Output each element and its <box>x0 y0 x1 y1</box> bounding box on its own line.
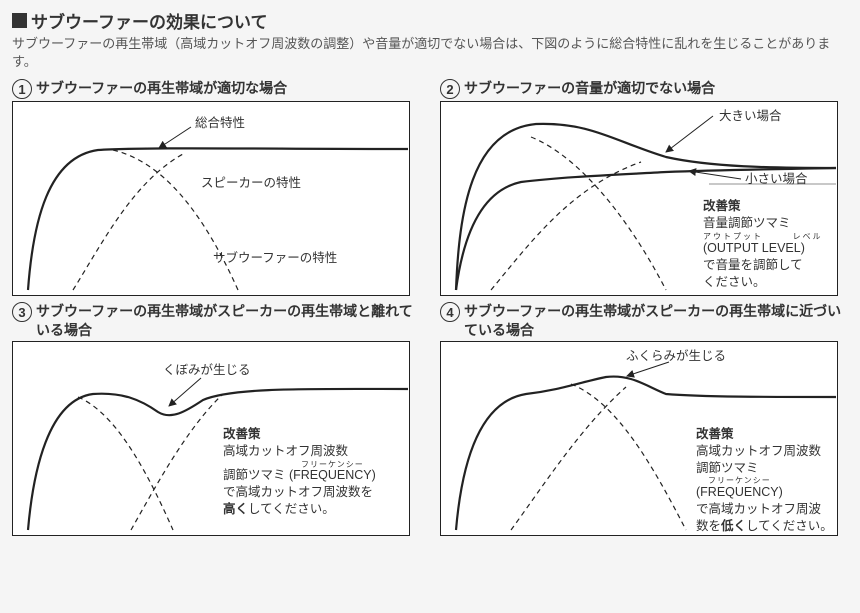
panel-1: 1 サブウーファーの再生帯域が適切な場合 総合特性 スピーカーの特性 サブウーフ… <box>12 79 420 296</box>
panel-3: 3 サブウーファーの再生帯域がスピーカーの再生帯域と離れている場合 くぼみが生じ… <box>12 302 420 535</box>
speaker-dash <box>511 387 626 530</box>
arrow-big-icon <box>666 116 713 152</box>
remedy-title: 改善策 <box>696 426 833 443</box>
remedy-line: (FREQUENCY) <box>696 484 833 501</box>
arrow-dip-icon <box>169 378 201 406</box>
main-title-text: サブウーファーの効果について <box>31 8 267 33</box>
remedy-title: 改善策 <box>223 426 376 443</box>
circle-number-4: 4 <box>440 302 460 322</box>
panel-1-chart: 総合特性 スピーカーの特性 サブウーファーの特性 <box>12 101 410 296</box>
remedy-pre: 数を <box>696 519 721 533</box>
panel-2-chart: 大きい場合 小さい場合 改善策 音量調節ツマミ アウトプット レベル (OUTP… <box>440 101 838 296</box>
remedy-line: 高域カットオフ周波数 <box>696 443 833 460</box>
circle-number-2: 2 <box>440 79 460 99</box>
remedy-line: で高域カットオフ周波 <box>696 501 833 518</box>
panel-4-chart: ふくらみが生じる 改善策 高域カットオフ周波数 調節ツマミ フリーケンシー (F… <box>440 341 838 536</box>
remedy-tail: してください。 <box>746 519 833 533</box>
panel-4: 4 サブウーファーの再生帯域がスピーカーの再生帯域に近づいている場合 ふくらみが… <box>440 302 848 535</box>
arrow-small-icon <box>689 171 741 179</box>
label-dip: くぼみが生じる <box>163 362 251 377</box>
remedy-line: 数を低くしてください。 <box>696 518 833 535</box>
dash-left <box>491 162 641 290</box>
remedy-line: 高くしてください。 <box>223 501 376 518</box>
panel-2-title: サブウーファーの音量が適切でない場合 <box>464 79 715 97</box>
remedy-line: 高域カットオフ周波数 <box>223 443 376 460</box>
panel-grid: 1 サブウーファーの再生帯域が適切な場合 総合特性 スピーカーの特性 サブウーフ… <box>12 79 848 535</box>
remedy-line: 音量調節ツマミ <box>703 215 823 232</box>
remedy-title: 改善策 <box>703 198 823 215</box>
sub-dash <box>571 384 686 530</box>
panel-1-title: サブウーファーの再生帯域が適切な場合 <box>36 79 287 97</box>
sub-dash <box>78 397 173 530</box>
label-small: 小さい場合 <box>745 171 808 186</box>
remedy-line: 調節ツマミ <box>696 460 833 477</box>
panel-2-remedy: 改善策 音量調節ツマミ アウトプット レベル (OUTPUT LEVEL) で音… <box>703 198 823 290</box>
arrow-icon <box>159 127 191 148</box>
label-speaker: スピーカーの特性 <box>201 175 301 190</box>
curve-sub-dash <box>113 150 238 290</box>
remedy-line: で高域カットオフ周波数を <box>223 484 376 501</box>
panel-4-header: 4 サブウーファーの再生帯域がスピーカーの再生帯域に近づいている場合 <box>440 302 848 338</box>
remedy-bold: 高く <box>223 502 248 516</box>
panel-1-header: 1 サブウーファーの再生帯域が適切な場合 <box>12 79 420 99</box>
remedy-line: で音量を調節して <box>703 257 823 274</box>
arrow-bump-icon <box>627 362 669 376</box>
remedy-line: (OUTPUT LEVEL) <box>703 240 823 257</box>
remedy-line: ください。 <box>703 274 823 291</box>
panel-3-chart: くぼみが生じる 改善策 高域カットオフ周波数 フリーケンシー 調節ツマミ (FR… <box>12 341 410 536</box>
curve-combined <box>28 149 408 291</box>
panel-3-remedy: 改善策 高域カットオフ周波数 フリーケンシー 調節ツマミ (FREQUENCY)… <box>223 426 376 518</box>
label-overall: 総合特性 <box>195 115 245 130</box>
dash-right <box>531 137 666 290</box>
circle-number-3: 3 <box>12 302 32 322</box>
label-subwoofer: サブウーファーの特性 <box>213 250 337 265</box>
curve-speaker-dash <box>73 154 183 290</box>
panel-3-header: 3 サブウーファーの再生帯域がスピーカーの再生帯域と離れている場合 <box>12 302 420 338</box>
panel-4-title: サブウーファーの再生帯域がスピーカーの再生帯域に近づいている場合 <box>464 302 848 338</box>
square-bullet-icon <box>12 13 27 28</box>
remedy-line: 調節ツマミ (FREQUENCY) <box>223 467 376 484</box>
label-bump: ふくらみが生じる <box>626 348 726 363</box>
label-big: 大きい場合 <box>719 108 782 123</box>
remedy-bold: 低く <box>721 519 746 533</box>
circle-number-1: 1 <box>12 79 32 99</box>
panel-2: 2 サブウーファーの音量が適切でない場合 大きい場合 小さい場合 <box>440 79 848 296</box>
panel-3-title: サブウーファーの再生帯域がスピーカーの再生帯域と離れている場合 <box>36 302 420 338</box>
remedy-tail: してください。 <box>248 502 335 516</box>
panel-2-header: 2 サブウーファーの音量が適切でない場合 <box>440 79 848 99</box>
panel-4-remedy: 改善策 高域カットオフ周波数 調節ツマミ フリーケンシー (FREQUENCY)… <box>696 426 833 535</box>
main-title: サブウーファーの効果について <box>12 8 848 33</box>
subtitle: サブウーファーの再生帯域（高域カットオフ周波数の調整）や音量が適切でない場合は、… <box>12 35 848 71</box>
